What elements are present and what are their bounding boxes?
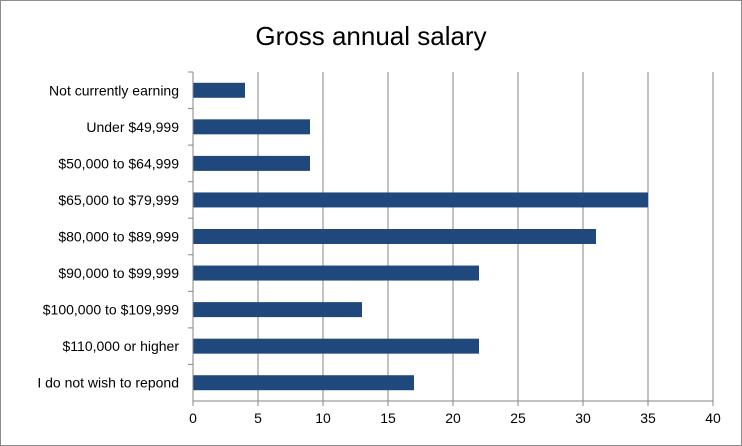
x-tick-label: 25 xyxy=(510,410,526,426)
x-tick-label: 0 xyxy=(189,410,197,426)
bar xyxy=(193,155,310,171)
category-label: Not currently earning xyxy=(49,82,179,98)
category-label: I do not wish to repond xyxy=(37,375,179,391)
bar xyxy=(193,265,479,281)
x-tick-label: 20 xyxy=(445,410,461,426)
bar xyxy=(193,119,310,135)
bar xyxy=(193,375,414,391)
x-tick-label: 5 xyxy=(254,410,262,426)
bar xyxy=(193,82,245,98)
bar xyxy=(193,229,596,244)
x-tick-label: 15 xyxy=(380,410,396,426)
category-label: $50,000 to $64,999 xyxy=(58,155,179,171)
category-labels: Not currently earning Under $49,999 $50,00… xyxy=(37,71,193,391)
x-axis-ticks: 0 5 10 15 20 25 30 35 40 xyxy=(189,401,721,426)
x-tick-label: 30 xyxy=(575,410,591,426)
category-label: $90,000 to $99,999 xyxy=(58,265,179,281)
bars xyxy=(193,82,648,391)
category-label: $65,000 to $79,999 xyxy=(58,192,179,208)
bar xyxy=(193,338,479,354)
chart-title: Gross annual salary xyxy=(255,21,486,51)
bar xyxy=(193,302,362,318)
category-label: $100,000 to $109,999 xyxy=(43,302,179,318)
category-label: Under $49,999 xyxy=(86,119,179,135)
x-tick-label: 35 xyxy=(640,410,656,426)
category-label: $110,000 or higher xyxy=(63,338,180,354)
x-tick-label: 40 xyxy=(705,410,721,426)
x-tick-label: 10 xyxy=(315,410,331,426)
bar xyxy=(193,192,648,208)
category-label: $80,000 to $89,999 xyxy=(58,229,179,245)
